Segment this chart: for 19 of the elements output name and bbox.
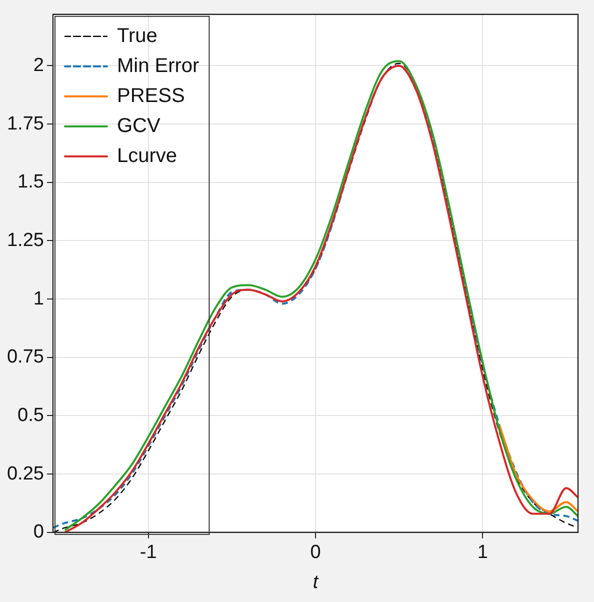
y-tick-label: 1 xyxy=(33,288,44,310)
legend-label: PRESS xyxy=(116,84,185,107)
legend-label: GCV xyxy=(116,114,161,137)
x-tick-label: 1 xyxy=(477,542,488,564)
y-tick-label: 0.5 xyxy=(18,404,44,426)
y-tick-label: 1.75 xyxy=(6,113,44,134)
x-tick-label: -1 xyxy=(140,542,157,564)
y-tick-label: 0.75 xyxy=(6,346,44,368)
y-tick-label: 0 xyxy=(33,522,44,543)
legend-label: True xyxy=(116,24,158,47)
x-tick-label: 0 xyxy=(310,542,321,564)
legend-label: Lcurve xyxy=(116,144,178,167)
y-tick-label: 1.5 xyxy=(18,172,44,193)
y-tick-label: 0.25 xyxy=(6,463,44,484)
legend-label: Min Error xyxy=(116,54,200,77)
line-series xyxy=(498,424,578,512)
y-tick-label: 2 xyxy=(33,54,44,76)
x-axis-title: t xyxy=(312,572,319,593)
y-tick-label: 1.25 xyxy=(6,230,44,251)
